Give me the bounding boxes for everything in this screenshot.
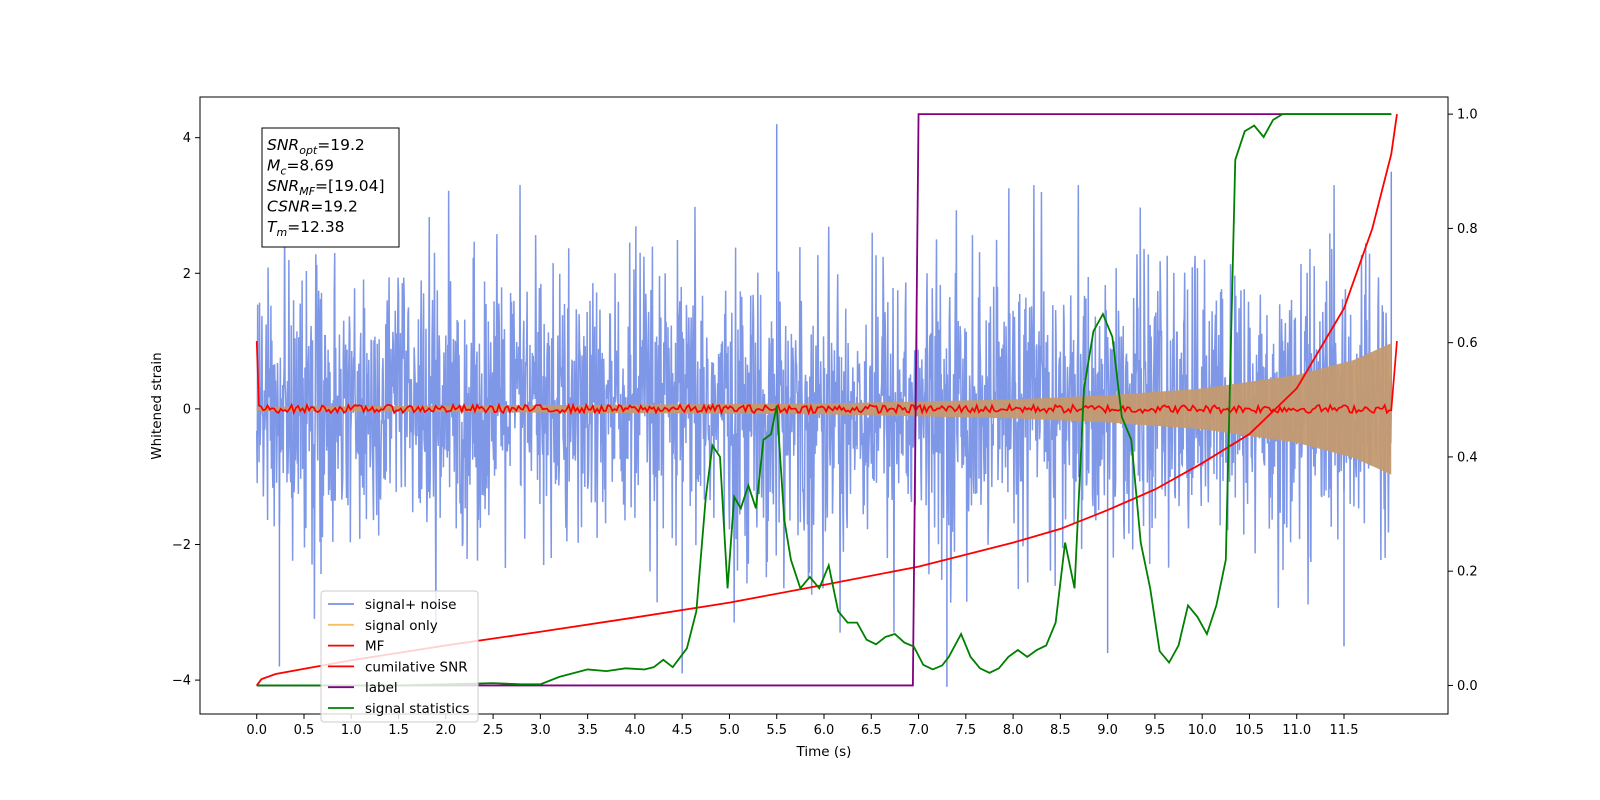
x-tick-label: 3.0 [530,723,551,738]
x-tick-label: 5.5 [766,723,787,738]
legend-entry: signal+ noise [365,597,456,613]
legend: signal+ noise signal only MF cumilative SNR… [320,590,479,723]
x-tick-label: 0.0 [246,723,267,738]
x-tick-label: 7.5 [955,723,976,738]
legend-entry: signal statistics [365,701,469,717]
y-axis-label: Whitened strain [149,352,165,459]
x-tick-label: 4.5 [672,723,693,738]
x-tick-label: 4.0 [625,723,646,738]
y-left-tick-label: 0 [183,402,191,417]
info-box-line: Mc=8.69 [267,157,334,178]
x-tick-label: 10.0 [1188,723,1217,738]
x-tick-label: 2.5 [483,723,504,738]
x-tick-label: 9.0 [1097,723,1118,738]
info-box-line: SNRopt=19.2 [267,136,365,157]
y-left-tick-label: 2 [183,267,191,282]
x-tick-label: 5.0 [719,723,740,738]
y-right-tick-label: 0.2 [1457,565,1478,580]
legend-entry: signal only [365,618,438,634]
info-box-line: CSNR=19.2 [267,198,358,216]
x-tick-label: 9.5 [1145,723,1166,738]
info-box-line: Tm=12.38 [267,218,345,239]
y-right-tick-label: 0.0 [1457,679,1478,694]
legend-entry: MF [365,639,384,655]
y-right-tick-label: 1.0 [1457,108,1478,123]
y-left-tick-label: −2 [172,538,191,553]
legend-entry: label [365,680,398,696]
x-tick-label: 3.5 [577,723,598,738]
y-left-tick-label: 4 [183,131,191,146]
x-tick-label: 7.0 [908,723,929,738]
x-tick-label: 8.0 [1003,723,1024,738]
info-box-frame [261,127,400,248]
x-tick-label: 6.0 [814,723,835,738]
x-axis-label: Time (s) [796,744,852,760]
x-tick-label: 1.5 [388,723,409,738]
axes-layer: 0.0 0.5 1.0 1.5 2.0 2.5 3.0 3.5 4.0 4.5 5.0 5.5 6.0 6… [172,108,1478,738]
x-tick-label: 10.5 [1235,723,1264,738]
series-label [256,113,1392,687]
legend-entry: cumilative SNR [365,659,468,675]
y-right-tick-label: 0.6 [1457,336,1478,351]
x-tick-label: 1.0 [341,723,362,738]
x-tick-label: 2.0 [435,723,456,738]
legend-frame [320,590,479,723]
info-box: SNRopt=19.2Mc=8.69SNRMF=[19.04]CSNR=19.2… [261,127,400,248]
x-tick-label: 8.5 [1050,723,1071,738]
info-box-line: SNRMF=[19.04] [267,177,385,198]
x-tick-label: 0.5 [294,723,315,738]
x-tick-label: 6.5 [861,723,882,738]
series-mf [255,341,1398,416]
series-signal-statistics [256,113,1392,687]
x-tick-label: 11.0 [1282,723,1311,738]
y-left-tick-label: −4 [172,674,191,689]
y-right-tick-label: 0.8 [1457,222,1478,237]
x-tick-label: 11.5 [1330,723,1359,738]
y-right-tick-label: 0.4 [1457,450,1478,465]
